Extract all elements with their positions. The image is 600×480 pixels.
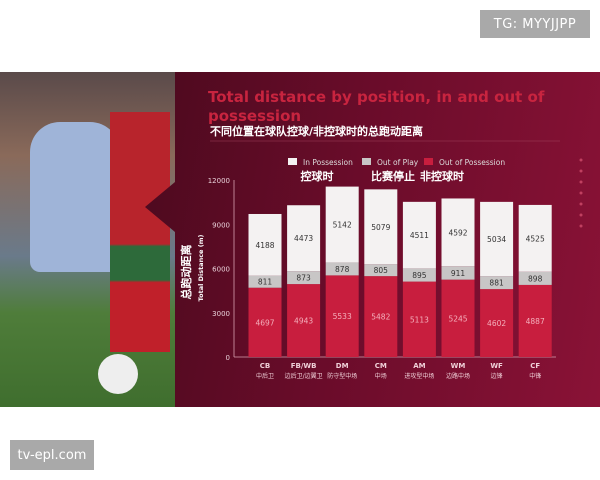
y-axis-label-cn: 总跑动距离 [179,245,193,300]
x-tick-label-cn: 中场 [375,372,387,380]
chart-title-cont: possession [208,107,301,125]
x-tick-label-cn: 进攻型中场 [404,372,434,380]
y-tick-label: 3000 [212,310,230,318]
bar-segment-in-possession [325,186,359,263]
data-label: 4943 [294,317,313,326]
data-label: 898 [528,274,543,283]
bar-segment-out-of-possession [325,275,359,357]
x-tick-label-cn: 防守型中场 [327,372,357,380]
bar-segment-out-of-possession [287,284,321,357]
player-image [30,122,120,272]
data-label: 5079 [371,223,390,232]
x-tick-label-cn: 边后卫/边翼卫 [285,372,323,380]
bar-segment-out-of-possession [364,276,398,357]
data-label: 4525 [526,234,545,243]
data-label: 4887 [526,317,545,326]
x-tick-label-cn: 中锋 [529,372,541,380]
x-tick-label-cn: 边路中场 [446,372,470,380]
chart-title: Total distance by position, in and out o… [208,88,545,106]
bar-segment-out-of-play [248,275,282,288]
legend-label: Out of Possession [439,158,505,167]
bar-segment-in-possession [248,213,282,276]
bar-segment-out-of-play [441,266,475,280]
bar-segment-out-of-possession [248,287,282,357]
chart-subtitle: 不同位置在球队控球/非控球时的总跑动距离 [210,124,423,138]
x-tick-label: FB/WB [291,362,317,370]
decor-dot [579,158,583,162]
legend-swatch [424,158,433,165]
decor-dot [579,191,583,195]
data-label: 5034 [487,235,506,244]
x-tick-label-cn: 边锋 [491,372,503,380]
legend-label: In Possession [303,158,353,167]
data-label: 911 [451,269,466,278]
bar-segment-out-of-play [402,268,436,282]
bar-segment-out-of-possession [441,279,475,357]
y-tick-label: 9000 [212,221,230,229]
watermark-top: TG: MYYJJPP [480,10,590,38]
data-label: 881 [489,279,504,288]
data-label: 4592 [448,228,467,237]
legend-label: Out of Play [377,158,419,167]
decor-dot [579,213,583,217]
data-label: 811 [258,278,273,287]
x-tick-label: WM [451,362,466,370]
data-label: 5533 [333,312,352,321]
decor-dot [579,180,583,184]
bar-segment-out-of-play [325,262,359,276]
bar-segment-out-of-possession [480,289,514,357]
x-tick-label: DM [336,362,349,370]
data-label: 5142 [333,221,352,230]
bar-segment-out-of-possession [402,281,436,357]
stacked-bar-chart: Total distance by position, in and out o… [179,88,583,380]
data-label: 4188 [255,241,274,250]
legend-label-cn: 比赛停止 [371,169,415,183]
data-label: 873 [296,274,311,283]
watermark-bottom: tv-epl.com [10,440,94,470]
ball-image [98,354,138,394]
x-tick-label: CB [260,362,270,370]
data-label: 4602 [487,319,506,328]
data-label: 5482 [371,313,390,322]
data-label: 878 [335,265,350,274]
bar-segment-in-possession [480,201,514,277]
decor-dot [579,202,583,206]
bar-segment-in-possession [441,198,475,267]
decor-dot [579,224,583,228]
bar-segment-out-of-play [518,271,552,285]
football-photo [0,72,180,407]
bar-segment-out-of-play [287,271,321,285]
bar-segment-out-of-possession [518,284,552,357]
x-tick-label: WF [490,362,503,370]
data-label: 4697 [255,318,274,327]
bar-segment-out-of-play [480,276,514,290]
legend-label-cn: 非控球时 [420,169,464,183]
y-axis-label: Total Distance (m) [197,235,205,302]
data-label: 5245 [448,314,467,323]
y-tick-label: 12000 [208,177,230,185]
bar-segment-out-of-play [364,264,398,277]
decor-dot [579,169,583,173]
bar-segment-in-possession [364,189,398,265]
data-label: 4473 [294,234,313,243]
bar-segment-in-possession [402,201,436,269]
x-tick-label: AM [413,362,425,370]
data-label: 805 [374,266,389,275]
data-label: 5113 [410,315,429,324]
bar-segment-in-possession [287,205,321,272]
y-tick-label: 6000 [212,266,230,274]
data-label: 4511 [410,231,429,240]
bar-segment-in-possession [518,204,552,272]
legend-label-cn: 控球时 [301,169,334,183]
y-tick-label: 0 [226,354,230,362]
legend-swatch [362,158,371,165]
player-image [110,112,170,352]
legend-swatch [288,158,297,165]
x-tick-label-cn: 中后卫 [256,372,274,380]
x-tick-label: CM [375,362,387,370]
data-label: 895 [412,271,427,280]
x-tick-label: CF [530,362,540,370]
